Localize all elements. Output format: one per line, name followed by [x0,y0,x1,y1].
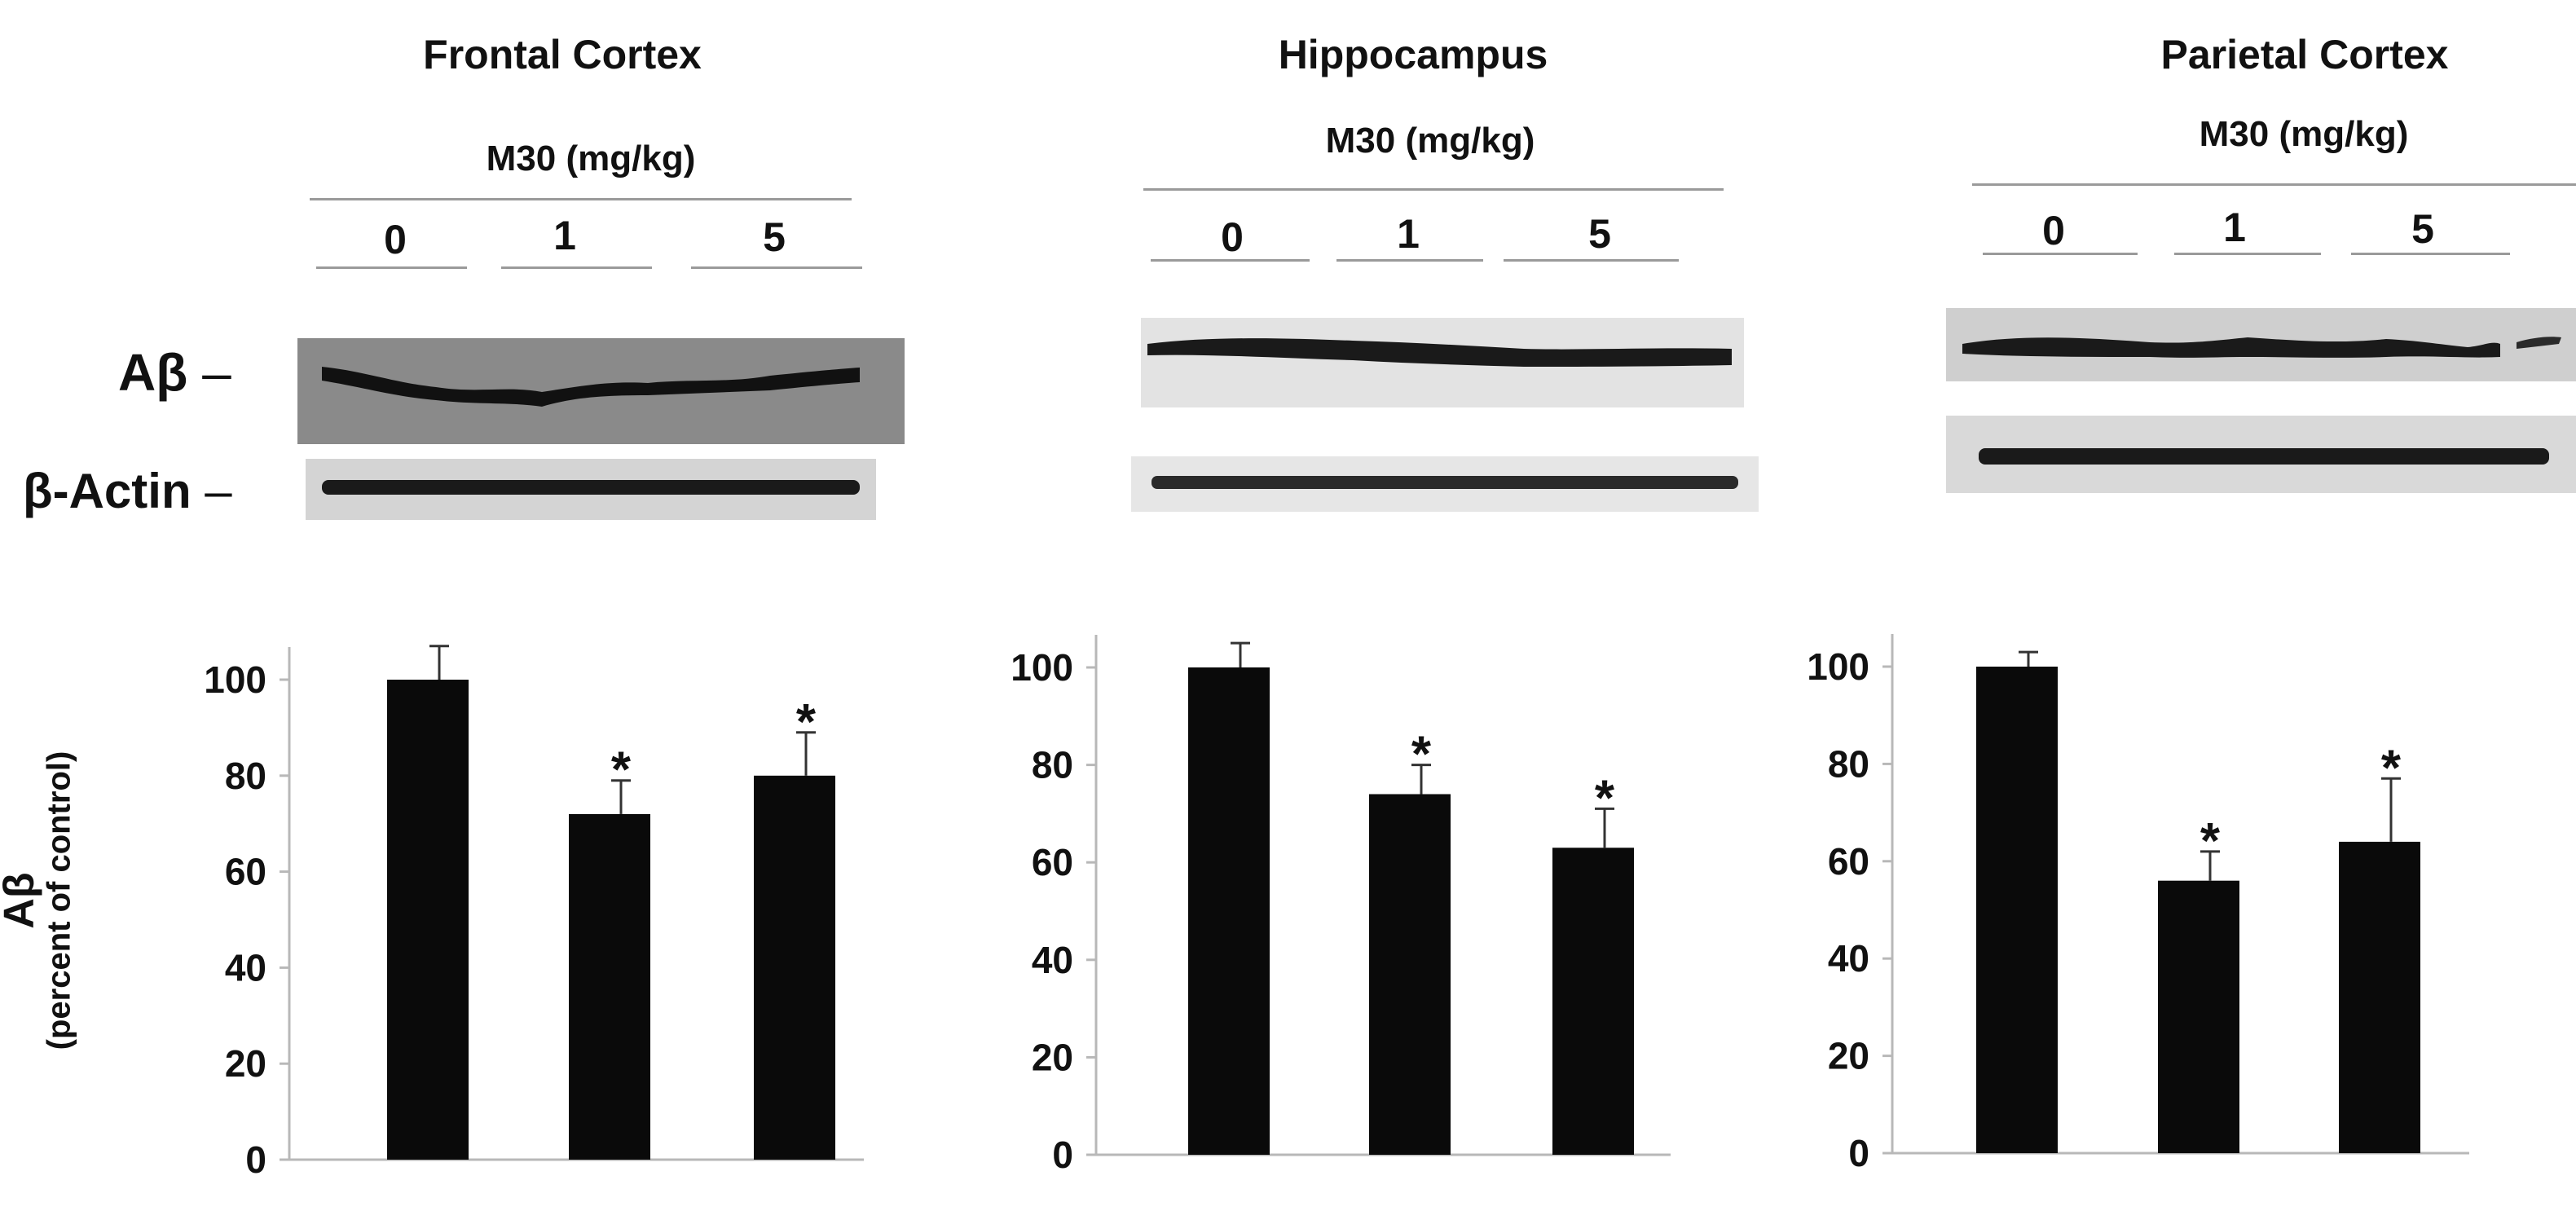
dose-header-line [310,198,852,200]
abeta-blot [1946,308,2576,381]
y-tick-label: 20 [1828,1035,1869,1077]
bar-dose-1 [569,813,650,1160]
bar-dose-0 [387,680,469,1160]
y-tick-label: 80 [1828,742,1869,785]
panel-hippocampus: Hippocampus M30 (mg/kg) 0 1 5 [864,0,1759,1211]
dose-label-1: 1 [2223,205,2246,250]
abeta-row-label: Aβ – [118,343,231,402]
y-tick-label: 0 [245,1138,266,1181]
dose-label-5: 5 [2411,206,2434,252]
dose-header: M30 (mg/kg) [2199,114,2409,154]
dose-line-1 [501,266,652,269]
y-tick-label: 0 [1848,1132,1869,1174]
actin-blot [306,459,876,520]
panel-title: Frontal Cortex [423,32,702,77]
y-tick-label: 80 [225,755,266,797]
dose-header-line [1143,188,1724,191]
significance-marker: * [2200,813,2221,870]
y-tick-label: 100 [1807,645,1869,688]
y-tick-label: 100 [1011,646,1073,689]
dose-line-5 [1504,259,1679,262]
significance-marker: * [2381,740,2402,796]
abeta-blot [297,338,905,444]
bar-dose-0 [1976,667,2058,1153]
dose-label-0: 0 [384,217,407,262]
bar-dose-5 [1552,848,1634,1155]
y-tick-label: 20 [225,1042,266,1085]
y-tick-label: 100 [204,658,266,701]
bar-dose-1 [1369,794,1451,1155]
significance-marker: * [1411,727,1432,783]
dose-label-1: 1 [553,213,576,258]
bar-dose-0 [1188,667,1270,1155]
y-tick-label: 60 [1828,840,1869,883]
dose-line-1 [2174,253,2321,255]
dose-line-0 [1983,253,2138,255]
actin-row-label: β-Actin – [23,464,232,518]
dose-label-1: 1 [1397,211,1420,257]
y-tick-label: 40 [1032,939,1073,981]
y-tick-label: 20 [1032,1036,1073,1078]
panel-title: Parietal Cortex [2160,32,2449,77]
dose-label-0: 0 [2042,208,2065,253]
bar-dose-5 [2339,841,2420,1153]
dose-label-0: 0 [1221,214,1244,260]
panel-parietal-cortex: Parietal Cortex M30 (mg/kg) 0 1 5 [1728,0,2576,1211]
y-tick-label: 60 [225,851,266,893]
dose-header-line [1972,183,2576,186]
panel-title: Hippocampus [1278,32,1548,77]
bar-dose-5 [754,775,835,1160]
dose-line-0 [1151,259,1310,262]
dose-line-5 [2351,253,2510,255]
y-tick-label: 40 [1828,937,1869,980]
dose-line-5 [691,266,862,269]
dose-line-1 [1336,259,1483,262]
panel-frontal-cortex: Frontal Cortex M30 (mg/kg) 0 1 5 Aβ – β-… [0,0,905,1211]
y-tick-label: 80 [1032,744,1073,786]
abeta-blot [1141,318,1744,407]
bar-dose-1 [2158,880,2239,1153]
significance-marker: * [611,742,632,799]
actin-blot [1946,416,2576,493]
dose-header: M30 (mg/kg) [1325,121,1535,161]
dose-label-5: 5 [1588,211,1611,257]
dose-label-5: 5 [763,214,786,260]
dose-header: M30 (mg/kg) [486,139,696,178]
y-tick-label: 60 [1032,841,1073,883]
significance-marker: * [1595,770,1615,826]
y-tick-label: 40 [225,946,266,989]
actin-blot [1131,456,1759,512]
y-tick-label: 0 [1052,1134,1073,1176]
significance-marker: * [796,694,817,751]
dose-line-0 [316,266,467,269]
